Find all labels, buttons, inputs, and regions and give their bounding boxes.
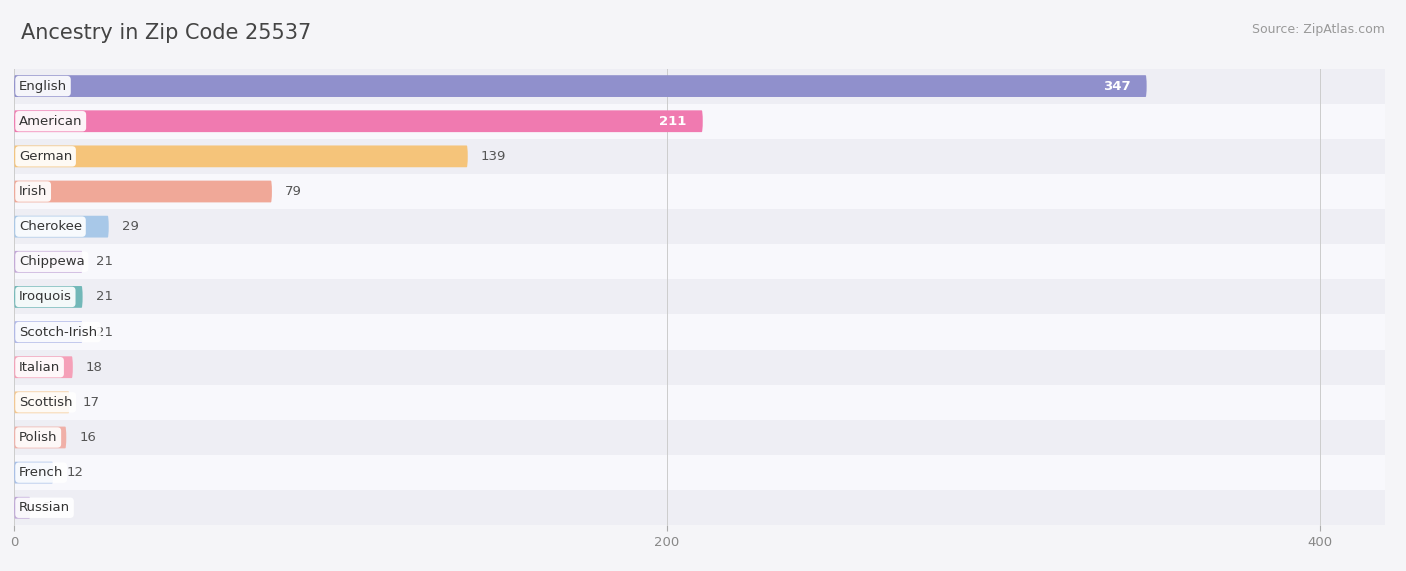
FancyBboxPatch shape — [14, 497, 31, 518]
Text: 139: 139 — [481, 150, 506, 163]
Text: Polish: Polish — [18, 431, 58, 444]
FancyBboxPatch shape — [14, 139, 1385, 174]
FancyBboxPatch shape — [14, 251, 83, 273]
FancyBboxPatch shape — [14, 385, 1385, 420]
FancyBboxPatch shape — [14, 321, 83, 343]
FancyBboxPatch shape — [14, 110, 703, 132]
FancyBboxPatch shape — [14, 279, 1385, 315]
FancyBboxPatch shape — [14, 216, 108, 238]
FancyBboxPatch shape — [14, 427, 66, 448]
FancyBboxPatch shape — [14, 356, 73, 378]
FancyBboxPatch shape — [14, 146, 468, 167]
Text: Cherokee: Cherokee — [18, 220, 82, 233]
Text: German: German — [18, 150, 72, 163]
FancyBboxPatch shape — [14, 244, 1385, 279]
Text: 12: 12 — [66, 466, 83, 479]
Text: 5: 5 — [44, 501, 52, 514]
Text: Russian: Russian — [18, 501, 70, 514]
Text: French: French — [18, 466, 63, 479]
FancyBboxPatch shape — [14, 104, 1385, 139]
Text: 18: 18 — [86, 361, 103, 373]
FancyBboxPatch shape — [14, 420, 1385, 455]
Text: English: English — [18, 79, 67, 93]
FancyBboxPatch shape — [14, 392, 69, 413]
FancyBboxPatch shape — [14, 180, 271, 202]
Text: 21: 21 — [96, 255, 112, 268]
Text: Iroquois: Iroquois — [18, 291, 72, 303]
FancyBboxPatch shape — [14, 349, 1385, 385]
Text: Ancestry in Zip Code 25537: Ancestry in Zip Code 25537 — [21, 23, 311, 43]
Text: 29: 29 — [122, 220, 139, 233]
FancyBboxPatch shape — [14, 315, 1385, 349]
Text: 347: 347 — [1102, 79, 1130, 93]
FancyBboxPatch shape — [14, 75, 1147, 97]
Text: 211: 211 — [659, 115, 686, 128]
FancyBboxPatch shape — [14, 174, 1385, 209]
Text: Source: ZipAtlas.com: Source: ZipAtlas.com — [1251, 23, 1385, 36]
FancyBboxPatch shape — [14, 69, 1385, 104]
Text: Scotch-Irish: Scotch-Irish — [18, 325, 97, 339]
FancyBboxPatch shape — [14, 455, 1385, 490]
FancyBboxPatch shape — [14, 209, 1385, 244]
Text: Scottish: Scottish — [18, 396, 73, 409]
Text: Italian: Italian — [18, 361, 60, 373]
FancyBboxPatch shape — [14, 462, 53, 484]
Text: 16: 16 — [79, 431, 96, 444]
FancyBboxPatch shape — [14, 286, 83, 308]
Text: 17: 17 — [83, 396, 100, 409]
Text: American: American — [18, 115, 83, 128]
Text: Irish: Irish — [18, 185, 48, 198]
Text: 21: 21 — [96, 291, 112, 303]
Text: 79: 79 — [285, 185, 302, 198]
FancyBboxPatch shape — [14, 490, 1385, 525]
Text: 21: 21 — [96, 325, 112, 339]
Text: Chippewa: Chippewa — [18, 255, 84, 268]
